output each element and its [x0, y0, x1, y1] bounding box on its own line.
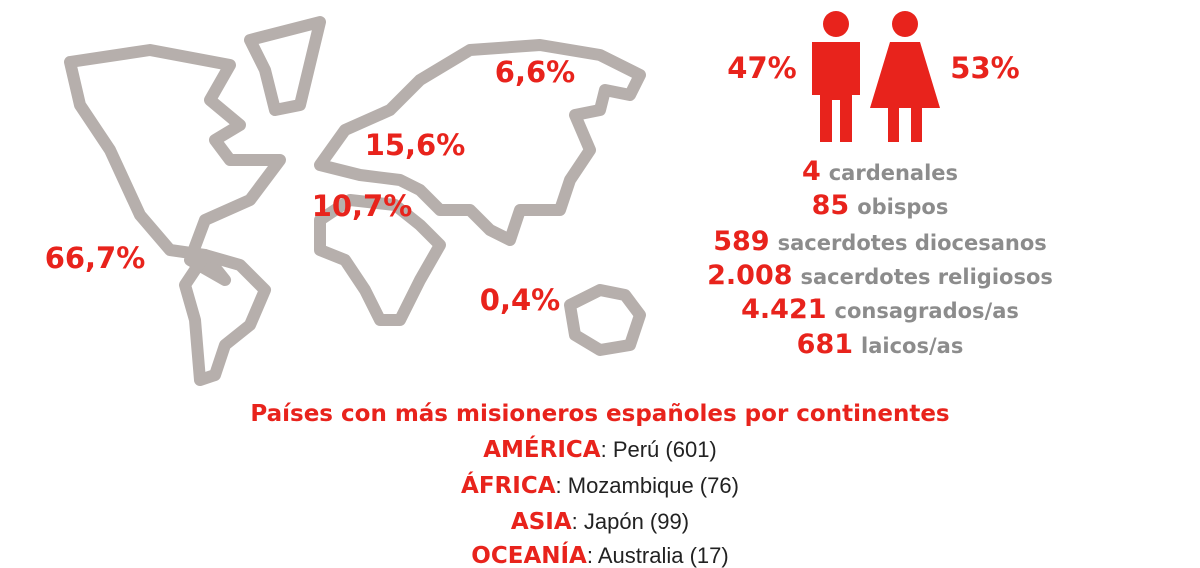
country: : Japón (99) [572, 509, 689, 534]
continent: AMÉRICA [483, 435, 601, 463]
country: : Australia (17) [587, 543, 729, 568]
africa [314, 194, 446, 326]
eurasia [314, 39, 646, 246]
clergy-line: 2.008 sacerdotes religiosos [707, 260, 1053, 291]
countries-title: Países con más misioneros españoles por … [250, 401, 949, 427]
world-map [64, 16, 646, 386]
woman-body [870, 42, 940, 142]
clergy-label: laicos/as [861, 334, 963, 358]
clergy-line: 4 cardenales [802, 156, 958, 187]
map-percentage: 66,7% [45, 241, 146, 275]
country-line: AMÉRICA: Perú (601) [483, 435, 717, 463]
clergy-count: 4 [802, 156, 821, 187]
clergy-label: sacerdotes diocesanos [778, 231, 1047, 255]
clergy-line: 589 sacerdotes diocesanos [713, 226, 1047, 257]
clergy-label: consagrados/as [835, 299, 1019, 323]
man-head [823, 11, 849, 37]
clergy-label: sacerdotes religiosos [801, 265, 1053, 289]
clergy-line: 681 laicos/as [797, 329, 964, 360]
woman-head [892, 11, 918, 37]
map-percentage: 10,7% [312, 189, 413, 223]
country-line: OCEANÍA: Australia (17) [471, 541, 728, 568]
map-percentage: 6,6% [495, 55, 575, 89]
clergy-label: obispos [857, 195, 948, 219]
map-percentage: 15,6% [365, 128, 466, 162]
clergy-line: 85 obispos [812, 190, 949, 221]
men-percentage: 47% [727, 51, 796, 85]
women-percentage: 53% [950, 51, 1019, 85]
north-america [64, 44, 286, 286]
australia [564, 284, 646, 356]
continent: OCEANÍA [471, 541, 587, 568]
clergy-count: 589 [713, 226, 769, 257]
clergy-count: 681 [797, 329, 853, 360]
man-icon [812, 11, 860, 142]
country-line: ASIA: Japón (99) [511, 509, 689, 535]
greenland [244, 16, 326, 116]
clergy-count: 4.421 [741, 294, 826, 325]
south-america [179, 249, 271, 386]
clergy-line: 4.421 consagrados/as [741, 294, 1019, 325]
country-line: ÁFRICA: Mozambique (76) [461, 471, 739, 499]
man-body [812, 42, 860, 142]
country: : Mozambique (76) [556, 473, 739, 498]
woman-icon [870, 11, 940, 142]
clergy-count: 85 [812, 190, 850, 221]
country: : Perú (601) [601, 437, 717, 462]
clergy-label: cardenales [829, 161, 958, 185]
continent: ÁFRICA [461, 471, 556, 499]
clergy-count: 2.008 [707, 260, 792, 291]
map-percentage: 0,4% [480, 283, 560, 317]
continent: ASIA [511, 509, 572, 535]
